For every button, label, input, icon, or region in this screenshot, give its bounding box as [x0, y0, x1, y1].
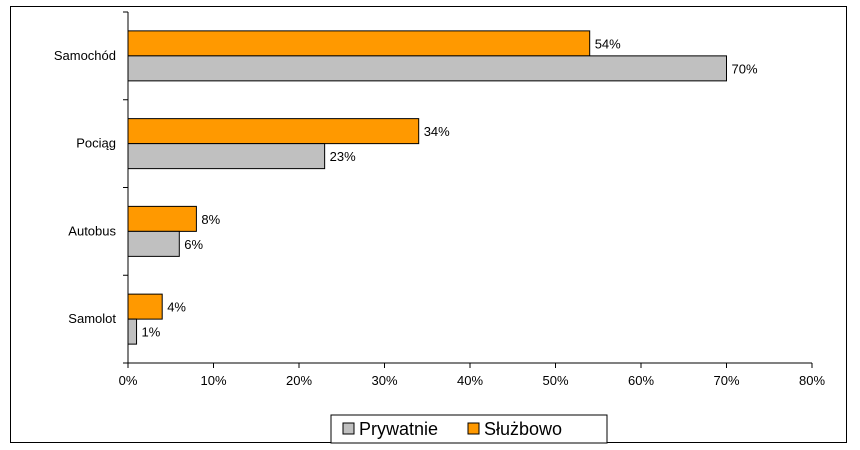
x-tick-label: 30% — [371, 373, 397, 388]
category-label: Samolot — [68, 311, 116, 326]
data-label: 4% — [167, 300, 186, 315]
x-tick-label: 50% — [542, 373, 568, 388]
category-label: Autobus — [68, 223, 116, 238]
bar — [127, 293, 163, 320]
bar — [127, 318, 138, 345]
data-label: 34% — [424, 124, 450, 139]
bar — [127, 30, 591, 57]
legend-label: Prywatnie — [359, 419, 438, 439]
bar — [127, 230, 180, 257]
x-tick-label: 0% — [119, 373, 138, 388]
legend-swatch — [342, 422, 355, 435]
bar — [127, 205, 197, 232]
data-label: 54% — [595, 36, 621, 51]
x-tick-label: 20% — [286, 373, 312, 388]
legend-label: Służbowo — [484, 419, 562, 439]
x-tick-label: 10% — [200, 373, 226, 388]
data-label: 8% — [201, 212, 220, 227]
data-label: 6% — [184, 237, 203, 252]
data-label: 70% — [732, 61, 758, 76]
x-tick-label: 60% — [628, 373, 654, 388]
data-label: 1% — [142, 325, 161, 340]
data-label: 23% — [330, 149, 356, 164]
bar — [127, 143, 326, 170]
category-label: Samochód — [54, 48, 116, 63]
x-tick-label: 80% — [799, 373, 825, 388]
category-label: Pociąg — [76, 136, 116, 151]
bar — [127, 118, 420, 145]
x-tick-label: 70% — [713, 373, 739, 388]
bar — [127, 55, 727, 82]
x-tick-label: 40% — [457, 373, 483, 388]
legend-swatch — [467, 422, 480, 435]
